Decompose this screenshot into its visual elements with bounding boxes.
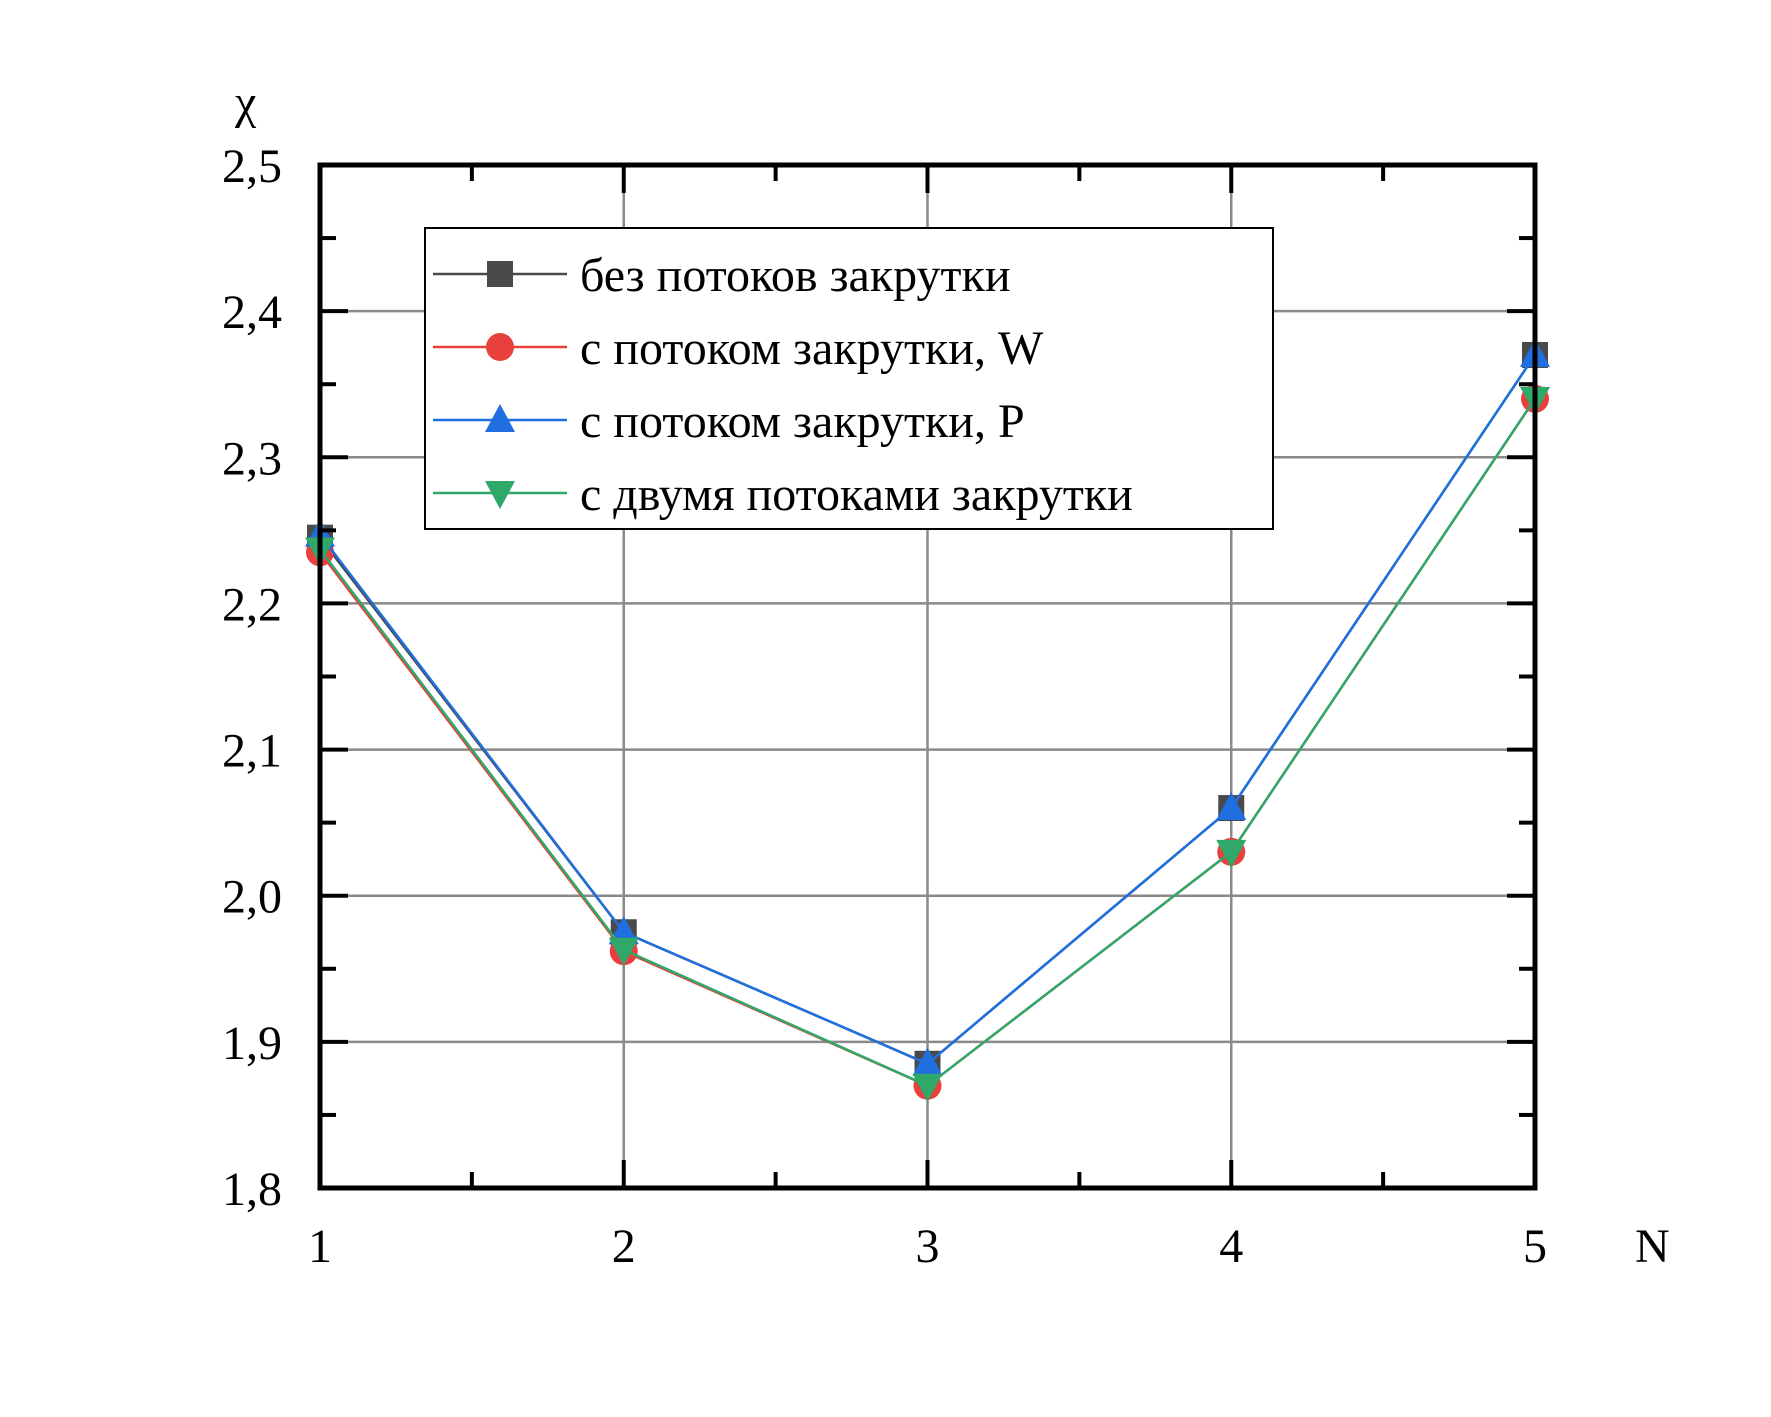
x-tick-label: 1 xyxy=(308,1220,332,1273)
y-tick-label: 2,4 xyxy=(222,286,282,339)
legend-marker xyxy=(485,481,515,509)
legend-item: с двумя потоками закрутки xyxy=(433,468,1133,521)
y-tick-label: 2,3 xyxy=(222,432,282,485)
legend-marker xyxy=(485,404,515,432)
y-tick-label: 2,0 xyxy=(222,871,282,924)
x-tick-label: 5 xyxy=(1523,1220,1547,1273)
y-tick-label: 1,8 xyxy=(222,1163,282,1216)
x-axis-label: N xyxy=(1635,1220,1670,1273)
y-tick-label: 2,5 xyxy=(222,140,282,193)
data-point xyxy=(912,1047,943,1076)
legend-label: без потоков закрутки xyxy=(580,249,1011,302)
x-tick-label: 4 xyxy=(1219,1220,1243,1273)
tick-labels: 1 2 3 4 5 1,8 1,9 2,0 2,1 2,2 2,3 2,4 2,5 xyxy=(222,140,1547,1273)
y-tick-label: 1,9 xyxy=(222,1017,282,1070)
series-4 xyxy=(305,386,1550,1102)
data-point xyxy=(1216,839,1247,868)
data-point xyxy=(608,937,639,966)
y-tick-label: 2,2 xyxy=(222,578,282,631)
legend-item: с потоком закрутки, P xyxy=(433,395,1025,448)
legend-item: с потоком закрутки, W xyxy=(433,322,1044,375)
data-point xyxy=(608,916,639,945)
legend-label: с двумя потоками закрутки xyxy=(580,468,1133,521)
y-axis-label: χ xyxy=(234,76,257,129)
data-point xyxy=(1216,792,1247,821)
x-tick-label: 3 xyxy=(916,1220,940,1273)
legend-marker xyxy=(487,261,513,287)
legend: без потоков закрутки с потоком закрутки, … xyxy=(424,227,1274,530)
legend-box xyxy=(424,227,1274,530)
legend-label: с потоком закрутки, P xyxy=(580,395,1025,448)
legend-label: с потоком закрутки, W xyxy=(580,322,1044,375)
legend-item: без потоков закрутки xyxy=(433,249,1011,302)
legend-marker xyxy=(486,333,514,361)
y-tick-label: 2,1 xyxy=(222,725,282,778)
data-point xyxy=(912,1073,943,1102)
x-tick-label: 2 xyxy=(612,1220,636,1273)
axis-ticks xyxy=(318,163,1537,1190)
